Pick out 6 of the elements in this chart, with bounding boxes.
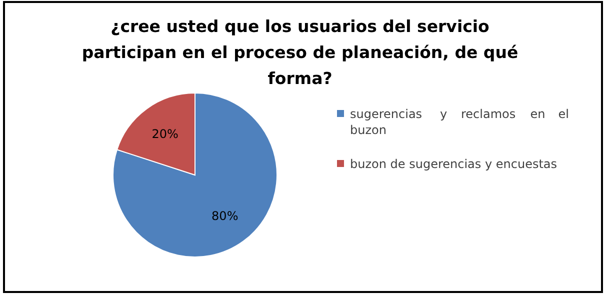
chart-title: ¿cree usted que los usuarios del servicio participan en el proceso de planeación, de qué forma? <box>82 17 518 88</box>
data-label: 20% <box>152 126 178 141</box>
data-label: 80% <box>212 209 238 224</box>
pie-slice <box>112 92 278 258</box>
legend-label: buzon de sugerencias y encuestas <box>350 157 558 171</box>
category-label: sugerencias y reclamos en el buzon <box>350 107 569 137</box>
